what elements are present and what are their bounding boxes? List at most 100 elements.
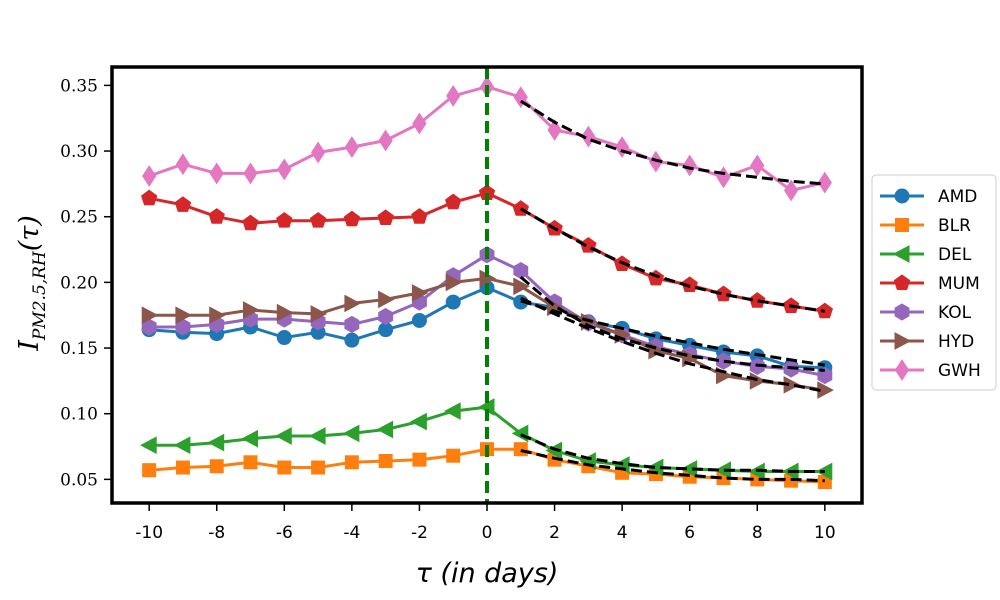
point-blr--4: [344, 455, 359, 470]
point-gwh--6: [277, 158, 292, 181]
fit-line-kol: [519, 275, 825, 372]
legend-marker-amd: [894, 188, 910, 204]
legend-marker-mum: [893, 274, 911, 290]
point-hyd--4: [344, 294, 361, 313]
x-tick-label: -6: [276, 523, 293, 543]
y-tick-label: 0.10: [60, 405, 98, 425]
point-mum--9: [174, 196, 192, 212]
fit-line-mum: [520, 207, 826, 313]
point-blr--10: [142, 463, 157, 478]
legend-marker-gwh: [894, 359, 910, 381]
point-kol--4: [344, 315, 360, 333]
point-del--6: [275, 427, 292, 445]
point-blr--2: [412, 452, 427, 467]
point-gwh-6: [682, 154, 697, 177]
point-hyd--3: [378, 290, 395, 309]
legend-label-hyd: HYD: [938, 332, 974, 352]
x-tick-label: -4: [343, 523, 360, 543]
x-tick-label: 4: [617, 523, 628, 543]
point-gwh-2: [547, 119, 562, 141]
x-tick-label: -2: [411, 523, 428, 543]
point-blr--8: [209, 459, 224, 474]
legend-marker-hyd: [894, 332, 912, 350]
point-gwh--4: [344, 136, 359, 159]
point-hyd-8: [749, 372, 767, 390]
point-gwh--9: [175, 153, 190, 176]
point-mum-7: [715, 285, 732, 302]
point-gwh--5: [311, 141, 326, 164]
point-gwh-9: [784, 179, 799, 202]
point-amd--2: [411, 312, 427, 328]
legend: AMD BLR DEL MUM KOL HYD GWH: [871, 174, 997, 391]
point-mum--4: [343, 210, 361, 227]
point-gwh--8: [209, 162, 224, 185]
point-del--1: [444, 402, 461, 420]
fit-line-blr: [520, 449, 825, 483]
point-gwh--1: [446, 84, 461, 107]
point-hyd-1: [513, 277, 530, 296]
point-blr--7: [243, 455, 258, 470]
point-gwh--7: [243, 162, 258, 185]
point-mum--2: [411, 208, 428, 224]
point-blr--9: [175, 460, 190, 475]
point-gwh--2: [412, 112, 427, 135]
point-del--9: [173, 436, 191, 455]
svg-text:IPM2.5,RH(τ): IPM2.5,RH(τ): [14, 215, 50, 352]
point-hyd--6: [276, 303, 294, 322]
point-mum--8: [208, 208, 225, 224]
point-mum--5: [309, 212, 327, 228]
point-hyd--1: [445, 273, 463, 292]
point-mum--7: [242, 214, 259, 231]
point-del--2: [410, 412, 427, 431]
legend-marker-del: [892, 245, 910, 263]
point-hyd--9: [175, 306, 192, 325]
y-axis-label: IPM2.5,RH(τ): [14, 215, 50, 352]
point-amd--6: [276, 330, 292, 346]
y-tick-label: 0.35: [60, 76, 98, 96]
y-tick-label: 0.05: [60, 470, 98, 490]
point-mum--1: [445, 193, 462, 210]
point-gwh-4: [615, 136, 630, 159]
x-tick-label: 6: [684, 523, 695, 543]
point-gwh-10: [817, 171, 832, 194]
point-gwh--10: [142, 165, 157, 187]
point-mum--3: [377, 209, 394, 225]
point-hyd--2: [411, 284, 429, 302]
point-blr--1: [446, 448, 461, 463]
legend-label-blr: BLR: [938, 216, 971, 236]
point-blr--6: [277, 460, 292, 475]
y-tick-label: 0.25: [60, 208, 98, 228]
x-tick-label: 8: [752, 523, 763, 543]
legend-marker-kol: [894, 303, 910, 321]
legend-marker-blr: [895, 218, 909, 232]
point-del--3: [376, 420, 394, 439]
legend-label-mum: MUM: [938, 274, 980, 294]
y-tick-label: 0.30: [60, 142, 98, 162]
x-axis-label: τ (in days): [416, 558, 559, 589]
point-del--4: [342, 424, 360, 443]
fit-line-hyd: [520, 296, 826, 393]
x-tick-label: 10: [814, 523, 836, 543]
point-del--8: [207, 433, 225, 452]
point-amd--4: [344, 332, 360, 348]
point-mum--6: [276, 212, 293, 228]
point-gwh-8: [750, 154, 765, 177]
point-kol-7: [716, 352, 731, 370]
y-tick-label: 0.20: [60, 273, 98, 293]
point-kol--3: [378, 307, 394, 326]
point-del--7: [241, 429, 258, 448]
y-tick-label: 0.15: [60, 339, 98, 359]
point-kol-1: [513, 262, 529, 280]
legend-label-del: DEL: [938, 245, 972, 265]
point-hyd--5: [310, 305, 328, 323]
x-tick-label: -10: [135, 523, 163, 543]
point-blr--3: [378, 453, 393, 468]
point-gwh--3: [378, 129, 393, 152]
point-mum--10: [141, 189, 158, 206]
point-hyd--8: [209, 306, 226, 325]
legend-label-gwh: GWH: [938, 361, 981, 381]
point-gwh-7: [716, 166, 731, 189]
x-tick-label: 2: [549, 523, 560, 543]
point-amd--1: [445, 294, 461, 310]
x-tick-label: 0: [482, 523, 493, 543]
